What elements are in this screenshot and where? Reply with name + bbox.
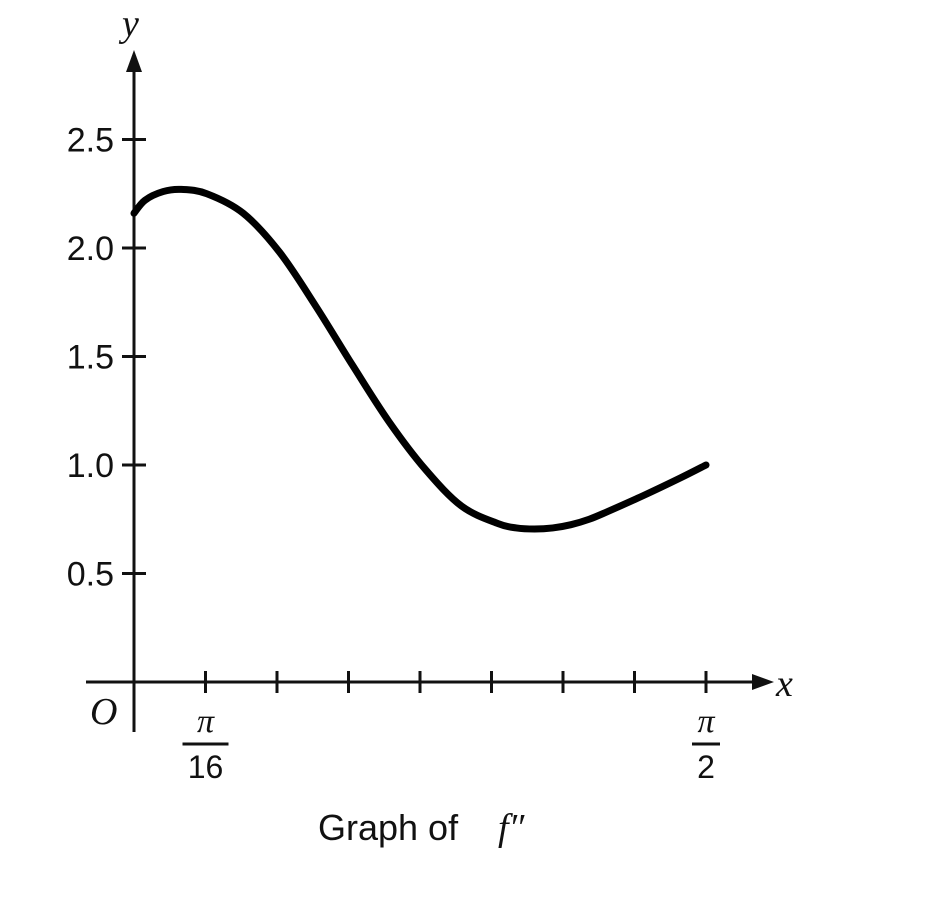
caption-function: f″ (498, 807, 526, 849)
x-tick-label-numerator: π (697, 703, 715, 740)
y-axis-label: y (118, 3, 139, 45)
x-tick-label-denominator: 16 (188, 749, 224, 785)
x-axis-arrow-icon (752, 674, 774, 690)
y-axis-arrow-icon (126, 50, 142, 72)
y-tick-label: 2.5 (67, 122, 114, 160)
origin-label: O (90, 691, 117, 733)
x-tick-label: π2 (692, 703, 720, 785)
caption-text: Graph of (318, 807, 459, 848)
y-tick-label: 2.0 (67, 230, 114, 268)
axes: x y O (86, 3, 793, 733)
x-ticks (204, 671, 708, 693)
y-tick-label: 0.5 (67, 556, 114, 594)
x-tick-label-denominator: 2 (697, 749, 715, 785)
x-axis-label: x (775, 663, 793, 705)
y-tick-label: 1.0 (67, 447, 114, 485)
y-ticks: 0.5 1.0 1.5 2.0 2.5 (67, 122, 146, 594)
x-tick-label: π 16 (182, 703, 229, 785)
series-layer (130, 185, 710, 533)
y-tick-label: 1.5 (67, 339, 114, 377)
series-line (130, 185, 710, 533)
chart-caption: Graph of f″ (318, 807, 526, 849)
x-tick-label-numerator: π (197, 703, 215, 740)
